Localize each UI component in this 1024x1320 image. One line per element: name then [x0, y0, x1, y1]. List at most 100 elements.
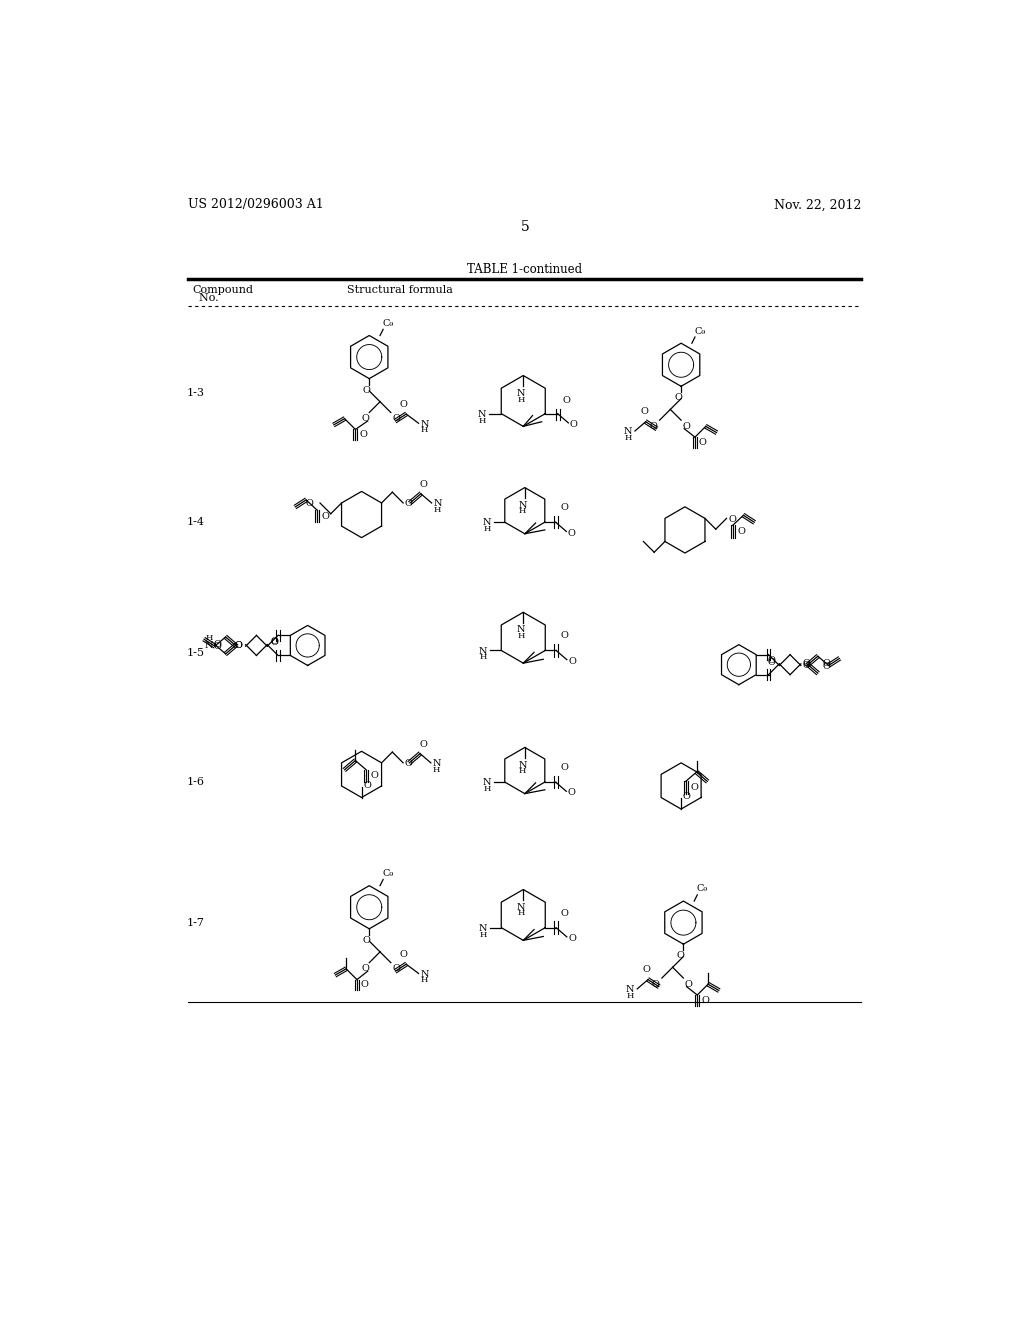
Text: N: N: [517, 388, 525, 397]
Text: No.: No.: [193, 293, 219, 304]
Text: O: O: [822, 659, 830, 668]
Text: O: O: [420, 480, 428, 490]
Text: O: O: [306, 499, 313, 508]
Text: N: N: [517, 626, 525, 635]
Text: N: N: [433, 499, 441, 508]
Text: O: O: [768, 657, 775, 667]
Text: O: O: [371, 771, 379, 780]
Text: Nov. 22, 2012: Nov. 22, 2012: [774, 198, 861, 211]
Text: O: O: [213, 643, 221, 651]
Text: H: H: [433, 506, 440, 513]
Text: C₉: C₉: [383, 869, 394, 878]
Text: N: N: [518, 500, 526, 510]
Text: O: O: [674, 393, 682, 403]
Text: N: N: [432, 759, 441, 768]
Text: O: O: [359, 430, 368, 440]
Text: O: O: [822, 661, 830, 671]
Text: O: O: [361, 964, 370, 973]
Text: O: O: [364, 780, 371, 789]
Text: H: H: [517, 631, 524, 640]
Text: O: O: [234, 642, 243, 649]
Text: O: O: [561, 631, 568, 640]
Text: H: H: [420, 426, 427, 434]
Text: H: H: [483, 525, 490, 533]
Text: H: H: [517, 396, 524, 404]
Text: 1-6: 1-6: [187, 777, 205, 787]
Text: 1-7: 1-7: [187, 917, 205, 928]
Text: O: O: [568, 788, 575, 797]
Text: N: N: [205, 642, 213, 649]
Text: O: O: [683, 422, 690, 430]
Text: 1-5: 1-5: [187, 648, 205, 659]
Text: O: O: [803, 661, 810, 671]
Text: N: N: [482, 519, 490, 528]
Text: O: O: [685, 979, 693, 989]
Text: H: H: [432, 766, 439, 774]
Text: O: O: [568, 528, 575, 537]
Text: O: O: [362, 385, 370, 395]
Text: Structural formula: Structural formula: [347, 285, 453, 294]
Text: O: O: [728, 515, 736, 524]
Text: O: O: [690, 783, 698, 792]
Text: O: O: [570, 420, 578, 429]
Text: O: O: [640, 408, 648, 416]
Text: C₉: C₉: [696, 884, 708, 894]
Text: N: N: [479, 647, 487, 656]
Text: 1-4: 1-4: [187, 517, 205, 527]
Text: H: H: [519, 507, 526, 515]
Text: C₉: C₉: [694, 326, 706, 335]
Text: O: O: [701, 995, 709, 1005]
Text: O: O: [322, 512, 330, 520]
Text: O: O: [568, 657, 577, 665]
Text: H: H: [519, 767, 526, 775]
Text: O: O: [271, 639, 279, 648]
Text: O: O: [677, 952, 684, 960]
Text: O: O: [649, 422, 657, 430]
Text: H: H: [627, 991, 634, 999]
Text: H: H: [483, 785, 490, 793]
Text: O: O: [683, 792, 690, 801]
Text: O: O: [419, 741, 427, 748]
Text: N: N: [420, 970, 429, 978]
Text: N: N: [477, 411, 485, 418]
Text: O: O: [698, 438, 707, 447]
Text: Compound: Compound: [193, 285, 253, 294]
Text: N: N: [517, 903, 525, 912]
Text: O: O: [562, 396, 570, 405]
Text: 1-3: 1-3: [187, 388, 205, 399]
Text: O: O: [362, 936, 370, 945]
Text: N: N: [482, 779, 490, 787]
Text: O: O: [399, 950, 408, 958]
Text: N: N: [420, 420, 429, 429]
Text: O: O: [271, 638, 279, 647]
Text: US 2012/0296003 A1: US 2012/0296003 A1: [188, 198, 324, 211]
Text: O: O: [568, 935, 577, 942]
Text: H: H: [206, 635, 213, 643]
Text: N: N: [518, 760, 526, 770]
Text: N: N: [626, 985, 634, 994]
Text: O: O: [560, 763, 568, 772]
Text: H: H: [420, 977, 427, 985]
Text: H: H: [480, 931, 487, 939]
Text: O: O: [803, 660, 810, 668]
Text: TABLE 1-continued: TABLE 1-continued: [467, 263, 583, 276]
Text: O: O: [768, 656, 775, 665]
Text: O: O: [213, 639, 221, 648]
Text: O: O: [642, 965, 650, 974]
Text: O: O: [360, 981, 369, 990]
Text: O: O: [404, 499, 413, 508]
Text: H: H: [625, 434, 632, 442]
Text: O: O: [399, 400, 408, 409]
Text: N: N: [624, 428, 632, 436]
Text: O: O: [404, 759, 413, 768]
Text: 5: 5: [520, 220, 529, 234]
Text: O: O: [651, 979, 659, 989]
Text: O: O: [234, 642, 243, 649]
Text: O: O: [392, 414, 400, 422]
Text: C₉: C₉: [383, 319, 394, 327]
Text: H: H: [517, 908, 524, 917]
Text: O: O: [561, 908, 568, 917]
Text: H: H: [478, 417, 485, 425]
Text: O: O: [737, 527, 745, 536]
Text: O: O: [361, 414, 370, 422]
